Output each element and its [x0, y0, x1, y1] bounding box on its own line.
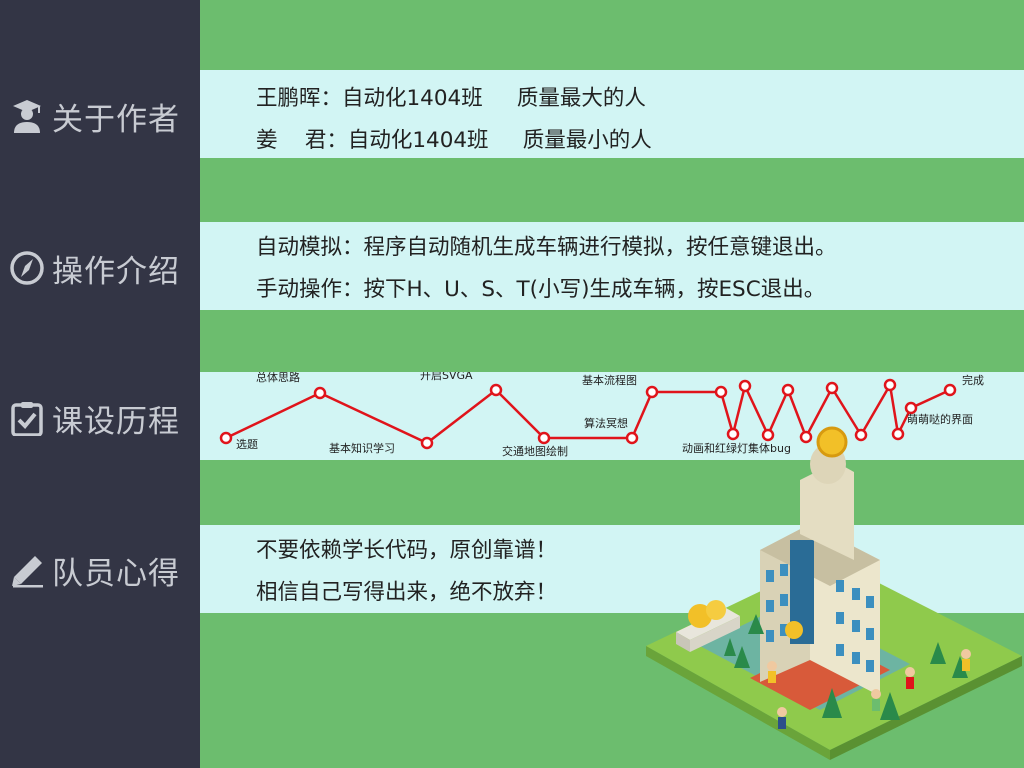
- sidebar-item-label: 操作介绍: [52, 253, 180, 290]
- author-line-1: 王鹏晖：自动化1404班 质量最大的人: [256, 86, 646, 111]
- thought-line-2: 相信自己写得出来，绝不放弃！: [256, 580, 558, 605]
- pencil-icon: [8, 551, 46, 589]
- operation-line-1: 自动模拟：程序自动随机生成车辆进行模拟，按任意键退出。: [256, 235, 837, 260]
- timeline-point: [943, 383, 957, 397]
- timeline-point: [854, 428, 868, 442]
- timeline-label: 总体思路: [256, 372, 300, 384]
- author-line-2: 姜 君：自动化1404班 质量最小的人: [256, 128, 652, 153]
- sidebar-item-label: 课设历程: [52, 403, 180, 440]
- timeline-point: [489, 383, 503, 397]
- timeline-point: [825, 381, 839, 395]
- compass-icon: [8, 249, 46, 287]
- timeline-point: [891, 427, 905, 441]
- timeline-label: 基本流程图: [582, 373, 637, 387]
- sidebar: 关于作者 操作介绍 课设历程 队员心得: [0, 0, 200, 768]
- timeline-point: [313, 386, 327, 400]
- timeline-point: [781, 383, 795, 397]
- timeline-point: [761, 428, 775, 442]
- sidebar-item-label: 关于作者: [52, 101, 180, 138]
- thought-line-1: 不要依赖学长代码，原创靠谱！: [256, 538, 558, 563]
- operation-band: 自动模拟：程序自动随机生成车辆进行模拟，按任意键退出。 手动操作：按下H、U、S…: [200, 222, 1024, 310]
- sidebar-item-operation-intro[interactable]: 操作介绍: [8, 244, 180, 292]
- timeline-point: [219, 431, 233, 445]
- timeline-point: [726, 427, 740, 441]
- student-icon: [8, 97, 46, 135]
- timeline-point: [799, 430, 813, 444]
- timeline-point: [420, 436, 434, 450]
- timeline-point: [904, 401, 918, 415]
- sidebar-item-member-thoughts[interactable]: 队员心得: [8, 546, 180, 594]
- sidebar-item-about-authors[interactable]: 关于作者: [8, 92, 180, 140]
- timeline-point: [625, 431, 639, 445]
- timeline-point: [714, 385, 728, 399]
- operation-line-2: 手动操作：按下H、U、S、T(小写)生成车辆，按ESC退出。: [256, 277, 826, 302]
- timeline-label: 基本知识学习: [329, 441, 395, 455]
- timeline-label: 动画和红绿灯集体bug: [682, 441, 791, 455]
- timeline-label: 开启SVGA: [420, 372, 473, 382]
- timeline-label: 萌萌哒的界面: [907, 412, 973, 426]
- authors-band: 王鹏晖：自动化1404班 质量最大的人 姜 君：自动化1404班 质量最小的人: [200, 70, 1024, 158]
- sidebar-item-label: 队员心得: [52, 555, 180, 592]
- timeline-label: 算法冥想: [584, 416, 628, 430]
- timeline-point: [883, 378, 897, 392]
- timeline-point: [645, 385, 659, 399]
- isometric-city-illustration: [646, 426, 1022, 760]
- sidebar-item-course-history[interactable]: 课设历程: [8, 394, 180, 442]
- timeline-label: 完成: [962, 373, 984, 387]
- timeline-label: 交通地图绘制: [502, 444, 568, 458]
- clipboard-check-icon: [8, 399, 46, 437]
- timeline-point: [537, 431, 551, 445]
- timeline-point: [738, 379, 752, 393]
- timeline-label: 选题: [236, 438, 258, 451]
